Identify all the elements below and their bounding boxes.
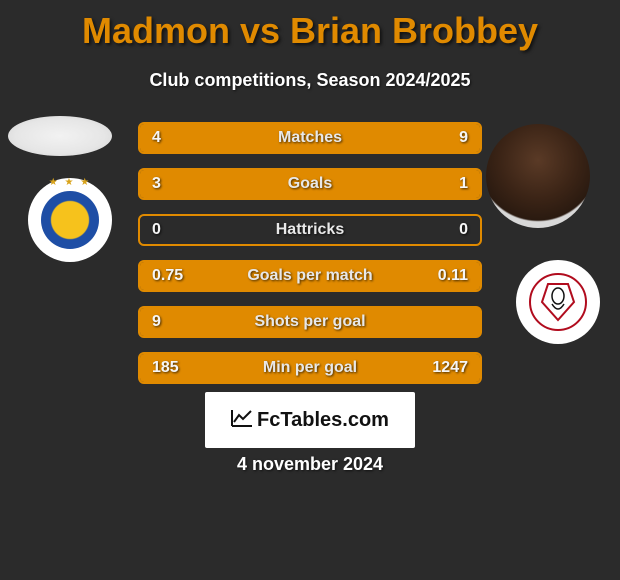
stat-row: 0Hattricks0 xyxy=(138,214,482,246)
stat-row: 9Shots per goal xyxy=(138,306,482,338)
stat-label: Hattricks xyxy=(140,221,480,239)
brand-text: FcTables.com xyxy=(257,409,389,432)
comparison-subtitle: Club competitions, Season 2024/2025 xyxy=(0,70,620,91)
stat-value-left: 0 xyxy=(152,221,161,239)
stat-fill-right xyxy=(245,124,480,152)
stat-row: 185Min per goal1247 xyxy=(138,352,482,384)
brand-badge: FcTables.com xyxy=(205,392,415,448)
stat-row: 0.75Goals per match0.11 xyxy=(138,260,482,292)
stat-value-right: 0.11 xyxy=(438,267,468,285)
stat-row: 3Goals1 xyxy=(138,168,482,200)
player-right-photo xyxy=(486,124,590,228)
stat-value-right: 9 xyxy=(459,129,468,147)
player-left-photo xyxy=(8,116,112,156)
stats-table: 4Matches9 3Goals1 0Hattricks0 0.75Goals per… xyxy=(138,122,482,398)
club-crest-left: ★ ★ ★ xyxy=(28,178,112,262)
stat-value-left: 0.75 xyxy=(152,267,183,285)
stat-value-left: 185 xyxy=(152,359,179,377)
stat-fill-left xyxy=(140,170,395,198)
club-crest-right xyxy=(516,260,600,344)
stat-value-left: 3 xyxy=(152,175,161,193)
stat-row: 4Matches9 xyxy=(138,122,482,154)
comparison-title: Madmon vs Brian Brobbey xyxy=(0,0,620,52)
chart-icon xyxy=(231,409,253,432)
stat-value-left: 9 xyxy=(152,313,161,331)
date-text: 4 november 2024 xyxy=(0,454,620,475)
stat-value-right: 1247 xyxy=(432,359,468,377)
stat-value-right: 1 xyxy=(459,175,468,193)
stat-value-right: 0 xyxy=(459,221,468,239)
stat-value-left: 4 xyxy=(152,129,161,147)
stat-fill-left xyxy=(140,308,480,336)
stat-fill-left xyxy=(140,262,436,290)
